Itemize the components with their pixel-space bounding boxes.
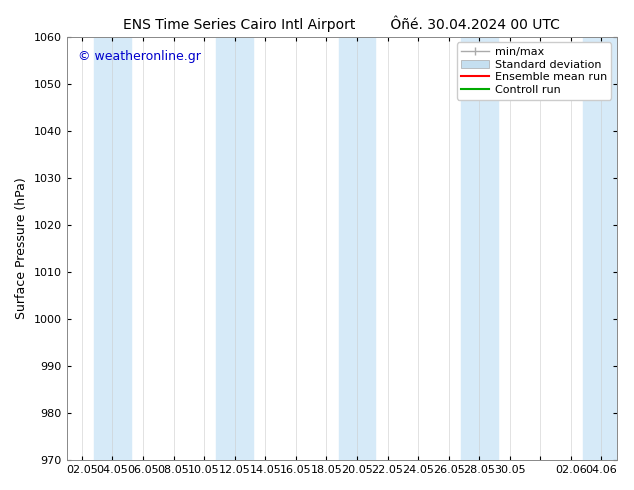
Bar xyxy=(216,37,253,460)
Bar xyxy=(339,37,375,460)
Legend: min/max, Standard deviation, Ensemble mean run, Controll run: min/max, Standard deviation, Ensemble me… xyxy=(456,43,611,99)
Bar xyxy=(461,37,498,460)
Y-axis label: Surface Pressure (hPa): Surface Pressure (hPa) xyxy=(15,177,28,319)
Bar xyxy=(583,37,620,460)
Bar xyxy=(94,37,131,460)
Text: © weatheronline.gr: © weatheronline.gr xyxy=(77,49,200,63)
Title: ENS Time Series Cairo Intl Airport        Ôñé. 30.04.2024 00 UTC: ENS Time Series Cairo Intl Airport Ôñé. … xyxy=(123,15,560,31)
